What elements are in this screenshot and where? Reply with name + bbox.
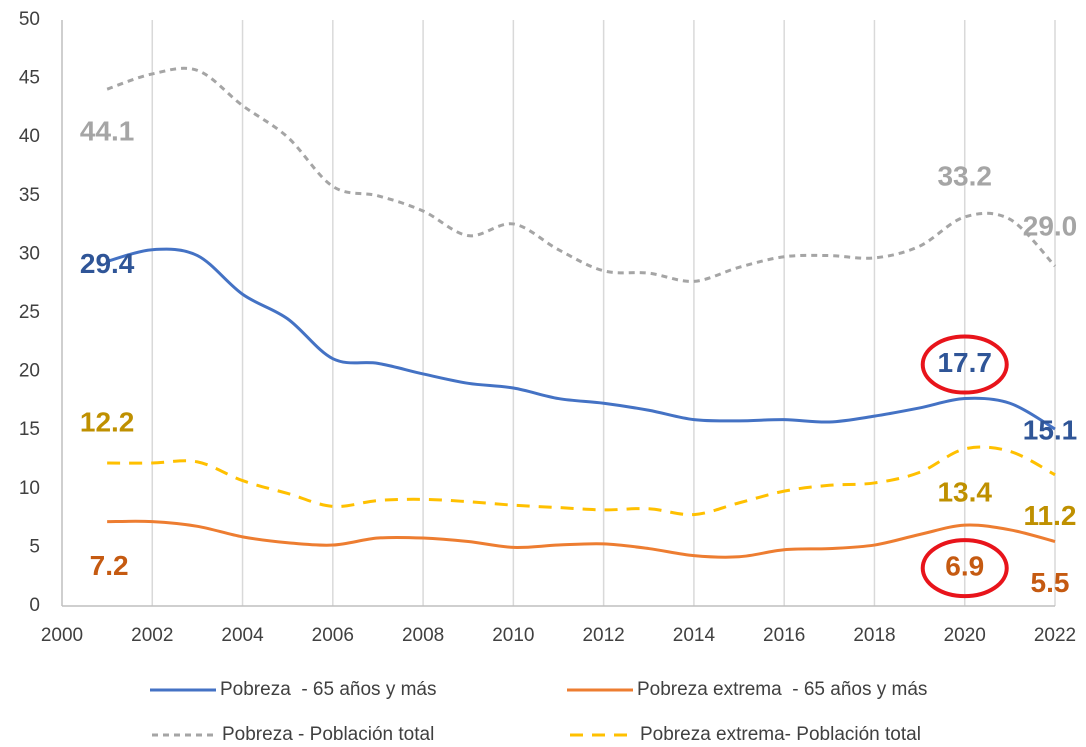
data-label: 6.9 <box>945 551 984 582</box>
x-tick-label: 2002 <box>131 625 173 646</box>
line <box>107 445 1056 517</box>
data-label: 29.4 <box>80 248 135 279</box>
data-label: 15.1 <box>1023 414 1078 445</box>
data-label: 44.1 <box>80 116 135 147</box>
legend-label: Pobreza - 65 años y más <box>220 679 437 700</box>
highlight-circle <box>920 538 1009 599</box>
legend-label: Pobreza extrema - 65 años y más <box>637 679 927 700</box>
y-tick-label: 30 <box>19 243 40 264</box>
y-tick-label: 15 <box>19 419 40 440</box>
data-label: 13.4 <box>937 476 992 507</box>
x-tick-label: 2008 <box>402 625 444 646</box>
x-tick-label: 2018 <box>853 625 895 646</box>
y-tick-label: 45 <box>19 68 40 89</box>
line <box>107 519 1056 559</box>
highlight-circle <box>920 334 1009 395</box>
x-tick-label: 2022 <box>1034 625 1076 646</box>
data-label: 12.2 <box>80 406 135 437</box>
y-tick-label: 20 <box>19 361 40 382</box>
x-tick-label: 2020 <box>944 625 986 646</box>
y-tick-label: 35 <box>19 185 40 206</box>
data-label: 17.7 <box>937 347 992 378</box>
data-label: 33.2 <box>937 160 992 191</box>
y-tick-label: 25 <box>19 302 40 323</box>
x-tick-label: 2012 <box>582 625 624 646</box>
legend-label: Pobreza extrema- Población total <box>640 724 921 745</box>
legend-label: Pobreza - Población total <box>222 724 434 745</box>
y-tick-label: 10 <box>19 478 40 499</box>
x-tick-label: 2014 <box>673 625 716 646</box>
data-label: 29.0 <box>1023 211 1078 242</box>
x-tick-label: 2016 <box>763 625 805 646</box>
line <box>106 247 1056 431</box>
data-label: 5.5 <box>1031 567 1070 598</box>
y-tick-label: 50 <box>19 9 40 30</box>
y-tick-label: 5 <box>29 536 40 557</box>
x-tick-label: 2010 <box>492 625 534 646</box>
line <box>106 66 1057 283</box>
x-tick-label: 2004 <box>221 625 264 646</box>
x-tick-label: 2006 <box>312 625 354 646</box>
data-label: 11.2 <box>1024 500 1077 531</box>
data-label: 7.2 <box>90 550 129 581</box>
y-tick-label: 40 <box>19 126 40 147</box>
x-tick-label: 2000 <box>41 625 83 646</box>
y-tick-label: 0 <box>29 595 40 616</box>
